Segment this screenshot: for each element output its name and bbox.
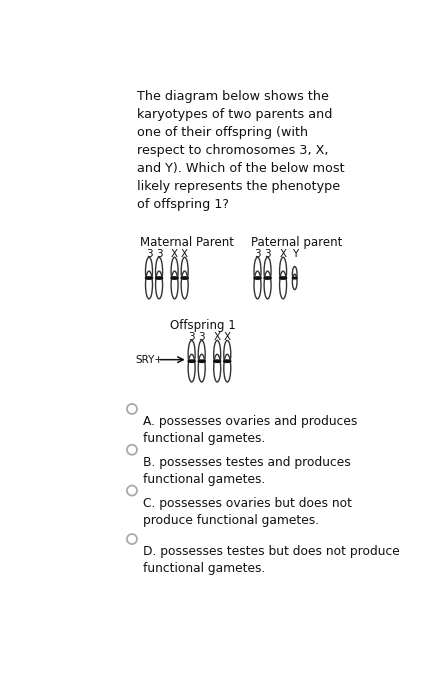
Ellipse shape (264, 271, 271, 299)
Text: SRY+: SRY+ (136, 355, 164, 365)
Ellipse shape (280, 258, 287, 285)
Text: The diagram below shows the
karyotypes of two parents and
one of their offspring: The diagram below shows the karyotypes o… (138, 90, 345, 211)
Text: X: X (224, 332, 231, 342)
Ellipse shape (223, 359, 232, 363)
Ellipse shape (254, 271, 261, 299)
Text: B. possesses testes and produces
functional gametes.: B. possesses testes and produces functio… (143, 456, 350, 486)
Ellipse shape (214, 354, 221, 382)
Ellipse shape (171, 258, 178, 285)
Text: X: X (171, 248, 178, 259)
Ellipse shape (155, 258, 163, 285)
Ellipse shape (171, 271, 178, 299)
Text: A. possesses ovaries and produces
functional gametes.: A. possesses ovaries and produces functi… (143, 415, 357, 445)
Text: Paternal parent: Paternal parent (251, 236, 343, 248)
Text: 3: 3 (146, 248, 152, 259)
Text: 3: 3 (156, 248, 162, 259)
Text: D. possesses testes but does not produce
functional gametes.: D. possesses testes but does not produce… (143, 545, 400, 575)
Ellipse shape (188, 340, 195, 368)
Ellipse shape (253, 276, 262, 280)
Ellipse shape (263, 276, 272, 280)
Ellipse shape (224, 340, 231, 368)
Ellipse shape (293, 267, 297, 282)
Ellipse shape (293, 274, 297, 290)
Ellipse shape (279, 276, 287, 280)
Text: 3: 3 (254, 248, 261, 259)
Text: 3: 3 (188, 332, 195, 342)
Ellipse shape (198, 354, 205, 382)
Text: Y: Y (292, 248, 298, 259)
Circle shape (127, 534, 137, 544)
Text: X: X (214, 332, 221, 342)
Ellipse shape (155, 271, 163, 299)
Ellipse shape (188, 354, 195, 382)
Text: 3: 3 (264, 248, 271, 259)
Text: X: X (280, 248, 287, 259)
Ellipse shape (181, 276, 189, 280)
Ellipse shape (181, 271, 188, 299)
Text: Offspring 1: Offspring 1 (170, 318, 236, 332)
Ellipse shape (181, 258, 188, 285)
Ellipse shape (187, 359, 196, 363)
Text: Maternal Parent: Maternal Parent (140, 236, 234, 248)
Ellipse shape (254, 258, 261, 285)
Circle shape (127, 486, 137, 496)
Circle shape (127, 444, 137, 455)
Circle shape (127, 404, 137, 414)
Text: X: X (181, 248, 188, 259)
Ellipse shape (155, 276, 164, 280)
Ellipse shape (146, 271, 152, 299)
Ellipse shape (213, 359, 221, 363)
Ellipse shape (145, 276, 153, 280)
Ellipse shape (280, 271, 287, 299)
Ellipse shape (224, 354, 231, 382)
Ellipse shape (170, 276, 179, 280)
Ellipse shape (214, 340, 221, 368)
Text: 3: 3 (198, 332, 205, 342)
Ellipse shape (292, 276, 298, 279)
Ellipse shape (198, 340, 205, 368)
Ellipse shape (146, 258, 152, 285)
Ellipse shape (264, 258, 271, 285)
Text: C. possesses ovaries but does not
produce functional gametes.: C. possesses ovaries but does not produc… (143, 497, 352, 526)
Ellipse shape (198, 359, 206, 363)
